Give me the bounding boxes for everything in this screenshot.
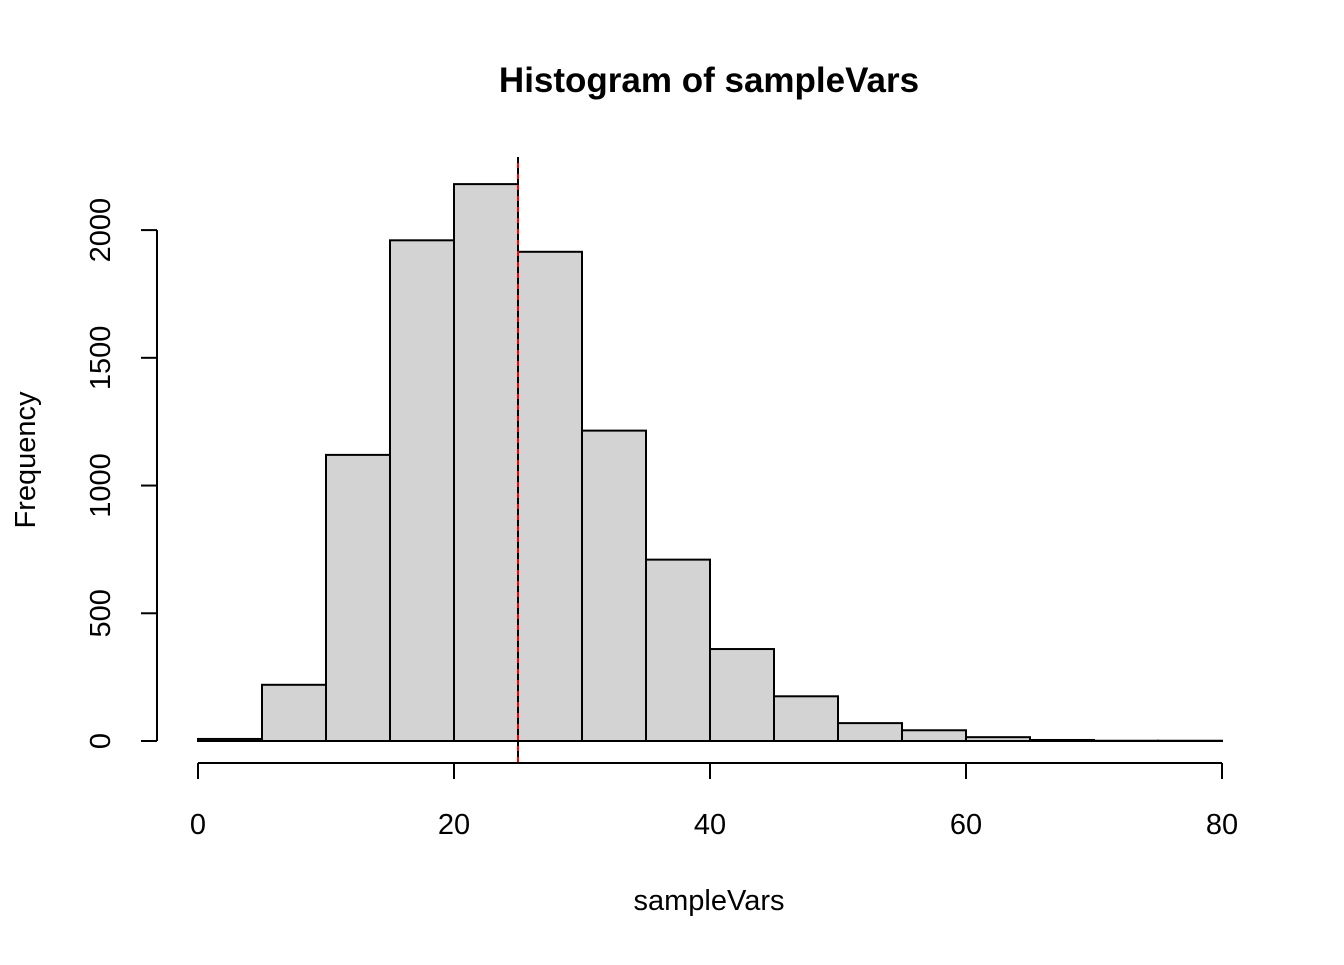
y-tick-label-4: 2000 [85,198,117,263]
x-tick-label-0: 0 [190,809,206,841]
y-tick-label-2: 1000 [85,453,117,518]
histogram-bar-9 [774,696,838,741]
y-axis: 0 500 1000 1500 2000 [85,198,157,749]
x-axis-label: sampleVars [634,885,785,917]
x-tick-label-1: 20 [438,809,470,841]
histogram-bar-13 [1030,740,1094,741]
histogram-bar-7 [646,560,710,741]
y-tick-label-1: 500 [85,589,117,637]
histogram-bar-8 [710,649,774,741]
y-tick-label-3: 1500 [85,326,117,391]
histogram-bar-12 [966,737,1030,741]
histogram-bar-5 [518,252,582,741]
histogram-bar-6 [582,431,646,741]
y-tick-label-0: 0 [85,733,117,749]
histogram-bar-3 [390,240,454,741]
x-tick-label-3: 60 [950,809,982,841]
bars [198,184,1222,741]
x-tick-label-4: 80 [1206,809,1238,841]
histogram-bar-4 [454,184,518,741]
x-tick-label-2: 40 [694,809,726,841]
y-axis-label: Frequency [10,391,42,529]
histogram-bar-10 [838,723,902,741]
histogram-bar-1 [262,685,326,741]
x-axis: 0 20 40 60 80 [190,763,1238,841]
histogram-bar-11 [902,730,966,741]
chart-title: Histogram of sampleVars [499,61,919,100]
histogram-bar-2 [326,455,390,741]
histogram-bar-0 [198,739,262,741]
